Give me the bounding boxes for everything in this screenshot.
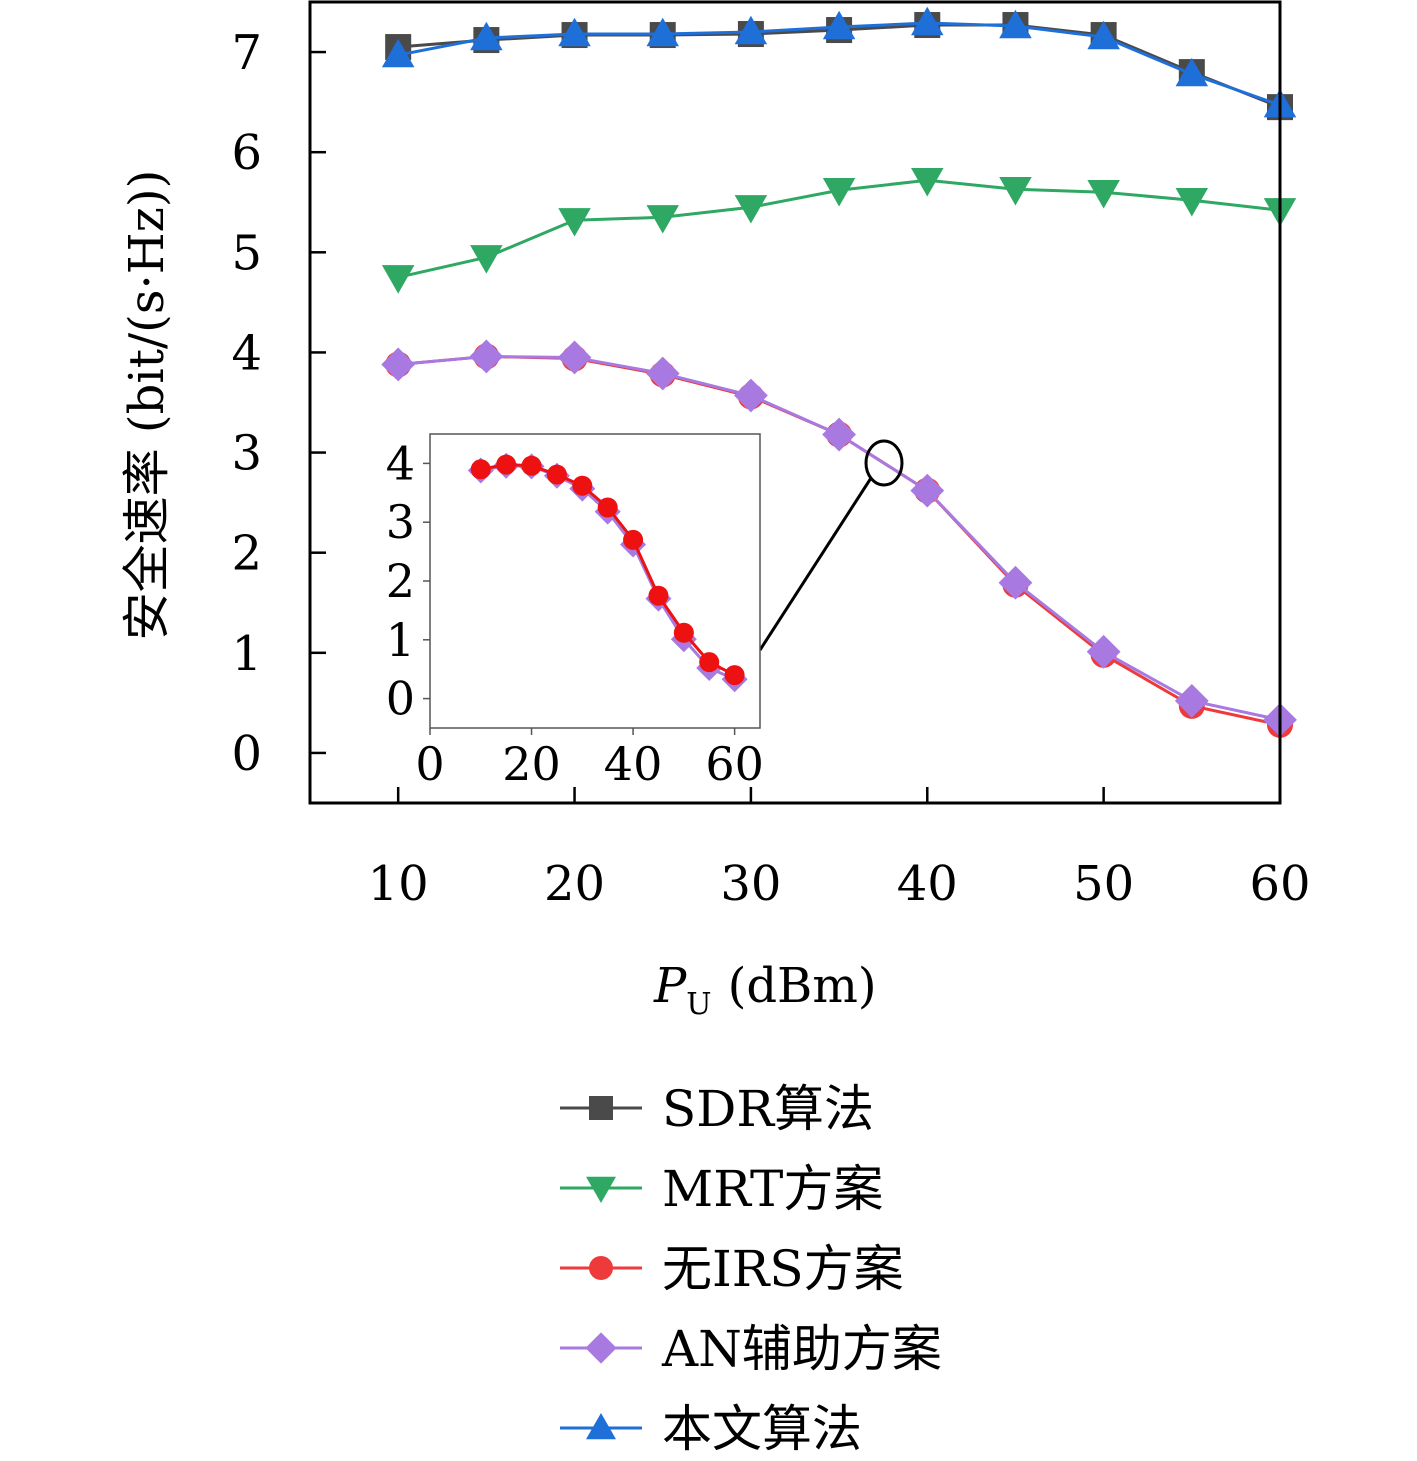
legend-item: SDR算法	[560, 1080, 874, 1138]
x-tick-label: 40	[897, 856, 958, 912]
data-point	[734, 378, 768, 413]
series-MRT方案	[381, 168, 1297, 294]
data-point	[1086, 634, 1121, 669]
legend-marker	[586, 1413, 616, 1440]
inset-data-point	[623, 529, 644, 550]
inset-x-tick-label: 20	[502, 737, 561, 791]
y-tick-label: 1	[231, 626, 262, 682]
inset-data-point	[572, 475, 593, 496]
inset-series-无IRS方案	[470, 454, 745, 686]
plot-frame	[308, 0, 1282, 805]
data-point	[470, 21, 503, 51]
legend-marker	[589, 1256, 613, 1280]
data-point	[558, 208, 591, 237]
y-tick-label: 7	[231, 25, 262, 81]
x-tick-label: 60	[1249, 856, 1310, 912]
data-point	[470, 245, 503, 274]
data-point	[646, 17, 679, 47]
inset-data-point	[521, 455, 542, 476]
data-point	[999, 9, 1032, 39]
legend-item: MRT方案	[560, 1160, 883, 1218]
legend-marker	[589, 1096, 613, 1120]
data-point	[734, 15, 768, 45]
legend-label: SDR算法	[662, 1080, 874, 1138]
data-point	[381, 347, 416, 382]
data-point	[911, 168, 944, 197]
legend-item: AN辅助方案	[560, 1320, 942, 1378]
inset-background	[430, 434, 760, 728]
y-tick-label: 5	[231, 225, 262, 281]
data-point	[999, 177, 1032, 206]
inset-y-tick-label: 4	[386, 436, 415, 490]
inset-y-tick-label: 1	[386, 613, 415, 667]
legend-marker	[585, 1332, 617, 1364]
x-axis-title: PU (dBm)	[653, 958, 877, 1022]
inset-data-point	[546, 464, 567, 485]
data-point	[822, 178, 856, 207]
data-point	[558, 17, 591, 47]
data-point	[822, 10, 856, 40]
data-point	[1175, 57, 1209, 87]
inset-data-point	[470, 459, 491, 480]
x-axis-label-unit: (dBm)	[728, 958, 877, 1014]
data-point	[734, 195, 768, 224]
data-point	[822, 417, 856, 452]
inset-data-point	[699, 652, 720, 673]
series-本文算法	[381, 6, 1297, 118]
legend-label: 无IRS方案	[662, 1240, 904, 1298]
legend-label: AN辅助方案	[661, 1320, 942, 1378]
data-point	[1175, 188, 1209, 217]
y-tick-label: 2	[231, 526, 262, 582]
data-point	[1174, 683, 1209, 718]
svg-text:PU(dBm): PU (dBm)	[653, 958, 877, 1022]
data-point	[381, 38, 415, 68]
y-tick-label: 0	[231, 726, 262, 782]
x-axis-label-main: P	[653, 958, 687, 1014]
legend-marker	[586, 1176, 616, 1203]
y-axis-label: 安全速率 (bit/(s·Hz))	[119, 170, 175, 641]
data-point	[381, 265, 415, 294]
data-point	[646, 205, 679, 234]
data-point	[1087, 20, 1120, 50]
legend-label: 本文算法	[662, 1400, 862, 1458]
data-point	[1087, 180, 1120, 209]
inset-x-tick-label: 40	[604, 737, 663, 791]
y-tick-label: 4	[231, 325, 262, 381]
x-axis-label-sub: U	[686, 987, 711, 1022]
zoom-connector	[758, 477, 873, 651]
inset-y-tick-label: 3	[386, 495, 415, 549]
inset-data-point	[724, 665, 745, 686]
y-tick-label: 6	[231, 125, 262, 181]
inset-frame	[429, 433, 761, 729]
inset-x-tick-label: 0	[415, 737, 444, 791]
y-tick-label: 3	[231, 426, 262, 482]
inset-data-point	[597, 497, 618, 518]
legend-item: 无IRS方案	[560, 1240, 904, 1298]
legend-label: MRT方案	[662, 1160, 883, 1218]
inset-data-point	[648, 585, 669, 606]
data-point	[557, 340, 592, 375]
inset-data-point	[673, 622, 694, 643]
x-tick-label: 50	[1073, 856, 1134, 912]
legend-item: 本文算法	[560, 1400, 862, 1458]
data-point	[910, 473, 945, 508]
x-tick-label: 30	[720, 856, 781, 912]
inset-data-point	[496, 454, 517, 475]
inset-y-tick-label: 2	[386, 554, 415, 608]
data-point	[469, 339, 504, 374]
x-tick-label: 20	[544, 856, 605, 912]
data-point	[911, 6, 944, 36]
zoom-ellipse	[864, 439, 904, 487]
inset-x-tick-label: 60	[705, 737, 764, 791]
data-point	[998, 565, 1033, 600]
x-tick-label: 10	[368, 856, 429, 912]
data-point	[645, 356, 680, 391]
inset-y-tick-label: 0	[386, 672, 415, 726]
